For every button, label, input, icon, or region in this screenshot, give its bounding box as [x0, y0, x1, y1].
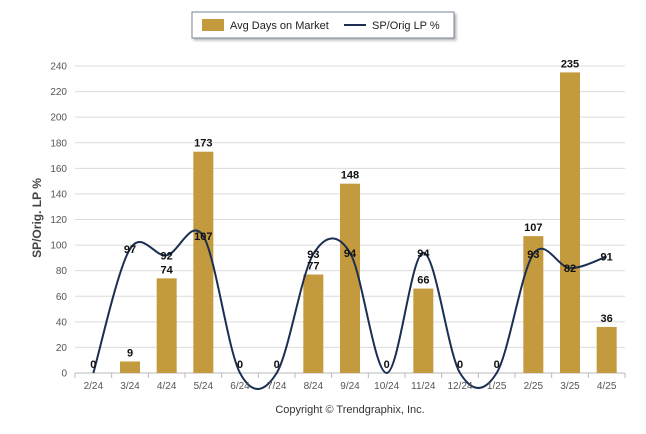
bar — [156, 278, 177, 373]
line-value-label: 97 — [124, 244, 136, 256]
bar-value-label: 107 — [524, 222, 542, 234]
bar-value-label: 0 — [494, 359, 500, 371]
line-data-labels: 97 92 107 93 94 94 93 82 91 — [124, 231, 613, 275]
legend: Avg Days on Market SP/Orig LP % — [191, 11, 455, 39]
bar — [193, 151, 214, 373]
y-tick-label: 220 — [50, 87, 67, 98]
bar — [303, 274, 324, 373]
line-value-label: 107 — [194, 231, 212, 243]
bar-data-labels: 0 9 74 173 0 0 77 148 0 66 0 0 107 235 36 — [90, 58, 613, 371]
bar-value-label: 0 — [90, 359, 96, 371]
line-value-label: 93 — [307, 249, 319, 261]
y-tick-label: 120 — [50, 215, 67, 226]
line-series — [92, 229, 608, 390]
legend-box — [191, 11, 455, 39]
bar-value-label: 0 — [237, 359, 243, 371]
x-tick-label: 4/24 — [157, 381, 177, 392]
x-tick-label: 8/24 — [304, 381, 324, 392]
copyright-text: Copyright © Trendgraphix, Inc. — [275, 404, 424, 416]
x-tick-label: 11/24 — [411, 381, 436, 392]
x-tick-label: 7/24 — [267, 381, 287, 392]
bar-value-label: 77 — [307, 261, 319, 273]
line-value-label: 94 — [344, 248, 357, 260]
line-value-label: 82 — [564, 263, 576, 275]
bar-value-label: 74 — [161, 264, 174, 276]
x-tick-label: 4/25 — [597, 381, 617, 392]
bar-value-label: 0 — [457, 359, 463, 371]
y-tick-label: 200 — [50, 113, 67, 124]
x-tick-label: 5/24 — [194, 381, 214, 392]
y-tick-label: 100 — [50, 241, 67, 252]
bar-value-label: 36 — [601, 313, 613, 325]
legend-bar-swatch — [202, 19, 224, 31]
bar-value-label: 173 — [194, 138, 212, 150]
legend-bar-label: Avg Days on Market — [230, 20, 329, 32]
y-tick-label: 240 — [50, 62, 67, 73]
y-tick-label: 80 — [56, 266, 68, 277]
x-tick-label: 6/24 — [230, 381, 250, 392]
y-axis-ticks: 0 20 40 60 80 100 120 140 160 180 200 220 240 — [50, 62, 67, 380]
line-value-label: 92 — [161, 250, 173, 262]
y-tick-label: 40 — [56, 317, 68, 328]
y-tick-label: 180 — [50, 138, 67, 149]
x-axis-ticks: 2/24 3/24 4/24 5/24 6/24 7/24 8/24 9/24 10/24 11/… — [74, 373, 626, 392]
line-path — [92, 229, 608, 390]
x-tick-label: 2/25 — [524, 381, 544, 392]
line-value-label: 94 — [417, 248, 430, 260]
bar — [413, 288, 434, 373]
bar — [340, 183, 360, 373]
y-tick-label: 20 — [56, 343, 68, 354]
x-tick-label: 12/24 — [447, 381, 472, 392]
y-axis-title: SP/Orig. LP % — [30, 178, 44, 258]
x-tick-label: 1/25 — [487, 381, 507, 392]
line-value-label: 91 — [601, 252, 613, 264]
bar-value-label: 66 — [417, 275, 429, 287]
x-tick-label: 2/24 — [84, 381, 104, 392]
x-tick-label: 3/25 — [560, 381, 580, 392]
bar — [560, 72, 580, 373]
y-tick-label: 140 — [50, 189, 67, 200]
bar-value-label: 148 — [341, 170, 359, 182]
bar-series — [120, 72, 617, 373]
bar — [596, 326, 617, 373]
bar — [120, 361, 140, 373]
bar-value-label: 235 — [561, 58, 579, 70]
bar-value-label: 9 — [127, 347, 133, 359]
x-tick-label: 10/24 — [374, 381, 399, 392]
line-value-label: 93 — [527, 249, 539, 261]
bar-value-label: 0 — [274, 359, 280, 371]
x-tick-label: 9/24 — [340, 381, 360, 392]
y-tick-label: 60 — [56, 292, 68, 303]
bar — [523, 236, 544, 373]
bar-value-label: 0 — [384, 359, 390, 371]
y-tick-label: 0 — [61, 369, 67, 380]
legend-line-label: SP/Orig LP % — [372, 20, 440, 32]
y-tick-label: 160 — [50, 164, 67, 175]
x-tick-label: 3/24 — [120, 381, 140, 392]
